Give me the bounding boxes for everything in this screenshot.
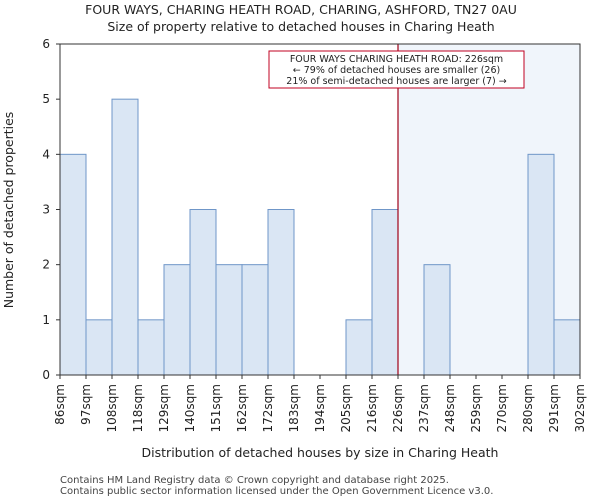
annotation-box: FOUR WAYS CHARING HEATH ROAD: 226sqm ← 7… (268, 50, 525, 89)
y-tick-label: 0 (42, 368, 50, 382)
bar-151sqm (215, 264, 243, 376)
bar-280sqm (527, 153, 555, 376)
y-axis-label: Number of detached properties (1, 112, 16, 309)
y-tick-label: 4 (42, 147, 50, 161)
x-tick-label-118sqm: 118sqm (131, 384, 145, 432)
bar-118sqm (137, 319, 165, 376)
x-tick-label-302sqm: 302sqm (573, 384, 587, 432)
y-tick-label: 1 (42, 313, 50, 327)
y-axis-ticks: 0 1 2 3 4 5 6 (42, 37, 60, 382)
y-tick-label: 5 (42, 92, 50, 106)
x-tick-label-259sqm: 259sqm (469, 384, 483, 432)
annotation-border (268, 50, 525, 89)
bar-237sqm (423, 264, 451, 376)
x-tick-label-140sqm: 140sqm (183, 384, 197, 432)
y-tick-label: 2 (42, 258, 50, 272)
footer-line-1: Contains HM Land Registry data © Crown c… (60, 475, 449, 486)
x-axis-label: Distribution of detached houses by size … (142, 445, 499, 460)
bar-129sqm (163, 264, 191, 376)
annotation-line-smaller: ← 79% of detached houses are smaller (26… (293, 65, 500, 76)
chart-subtitle: Size of property relative to detached ho… (107, 19, 494, 34)
x-tick-label-183sqm: 183sqm (287, 384, 301, 432)
x-tick-label-151sqm: 151sqm (209, 384, 223, 432)
y-tick-label: 6 (42, 37, 50, 51)
x-tick-label-248sqm: 248sqm (443, 384, 457, 432)
x-tick-label-205sqm: 205sqm (339, 384, 353, 432)
x-tick-label-97sqm: 97sqm (79, 384, 93, 425)
x-tick-label-172sqm: 172sqm (261, 384, 275, 432)
bar-205sqm (345, 319, 373, 376)
footer-line-2: Contains public sector information licen… (60, 486, 493, 497)
x-tick-label-280sqm: 280sqm (521, 384, 535, 432)
x-tick-label-270sqm: 270sqm (495, 384, 509, 432)
x-tick-label-86sqm: 86sqm (53, 384, 67, 425)
bar-216sqm (371, 209, 399, 376)
x-tick-label-291sqm: 291sqm (547, 384, 561, 432)
plot-area: FOUR WAYS CHARING HEATH ROAD: 226sqm ← 7… (42, 37, 587, 432)
bar-172sqm (267, 209, 295, 376)
bar-140sqm (189, 209, 217, 376)
x-axis-ticks: 86sqm 97sqm 108sqm 118sqm 129sqm 140sqm 151sqm… (53, 375, 587, 432)
x-tick-label-129sqm: 129sqm (157, 384, 171, 432)
annotation-line-larger: 21% of semi-detached houses are larger (… (286, 76, 506, 87)
bar-162sqm (241, 264, 269, 376)
chart-title: FOUR WAYS, CHARING HEATH ROAD, CHARING, … (85, 2, 517, 17)
bar-97sqm (85, 319, 113, 376)
bar-108sqm (111, 98, 139, 376)
x-tick-label-216sqm: 216sqm (365, 384, 379, 432)
x-tick-label-194sqm: 194sqm (313, 384, 327, 432)
annotation-line-property: FOUR WAYS CHARING HEATH ROAD: 226sqm (290, 54, 503, 65)
x-tick-label-237sqm: 237sqm (417, 384, 431, 432)
bar-291sqm (553, 319, 581, 376)
x-tick-label-108sqm: 108sqm (105, 384, 119, 432)
x-tick-label-226sqm: 226sqm (391, 384, 405, 432)
x-tick-label-162sqm: 162sqm (235, 384, 249, 432)
y-tick-label: 3 (42, 203, 50, 217)
bar-86sqm (59, 153, 87, 376)
